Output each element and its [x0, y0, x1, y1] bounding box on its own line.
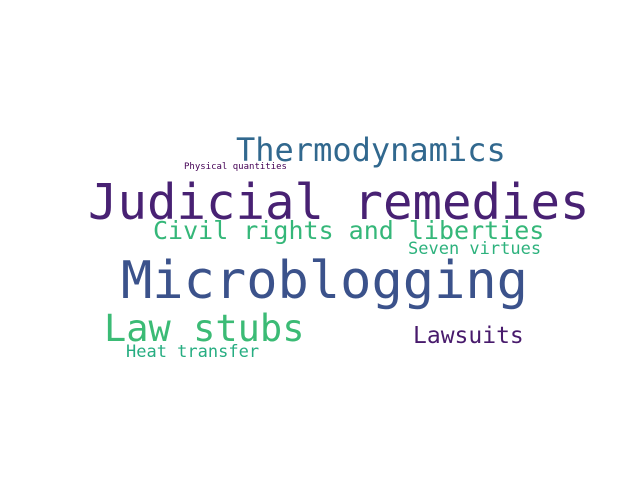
word-heat-transfer: Heat transfer: [126, 342, 260, 362]
word-physical-quantities: Physical quantities: [184, 162, 287, 172]
word-civil-rights: Civil rights and liberties: [153, 216, 545, 245]
word-thermodynamics: Thermodynamics: [236, 131, 506, 169]
word-seven-virtues: Seven virtues: [408, 239, 542, 259]
word-judicial-remedies: Judicial remedies: [88, 174, 590, 231]
word-microblogging: Microblogging: [121, 251, 528, 311]
word-lawsuits: Lawsuits: [413, 323, 524, 349]
word-law-stubs: Law stubs: [104, 307, 305, 350]
